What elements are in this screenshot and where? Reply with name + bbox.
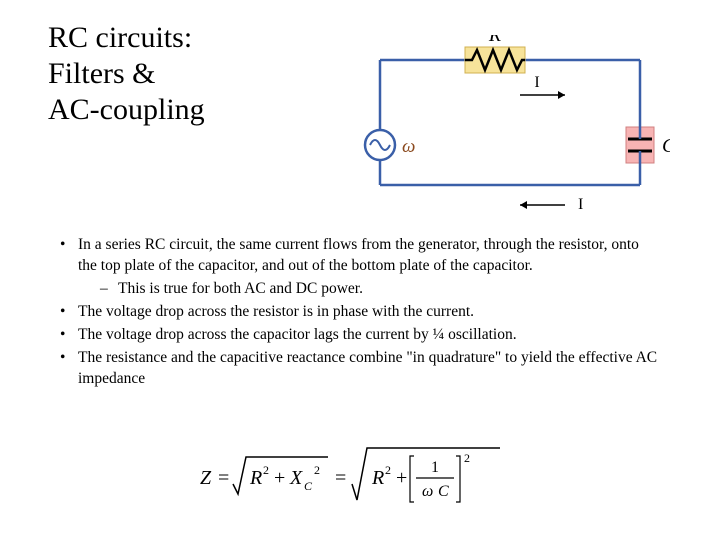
sub-bullet-item: This is true for both AC and DC power. <box>78 279 660 300</box>
bullet-item: The resistance and the capacitive reacta… <box>60 348 660 390</box>
bullet-text: The resistance and the capacitive reacta… <box>78 349 657 387</box>
right-bracket-icon <box>456 456 460 502</box>
eq-Cden: C <box>438 483 449 500</box>
eq-X: X <box>289 467 303 489</box>
eq-omega: ω <box>422 483 433 500</box>
sub-bullet-text: This is true for both AC and DC power. <box>118 280 363 297</box>
bullet-text: In a series RC circuit, the same current… <box>78 236 639 274</box>
capacitor-label: C <box>662 135 670 157</box>
eq-X-sub: C <box>304 479 313 493</box>
impedance-equation: Z = R 2 + X C 2 = R 2 + 1 ω C 2 <box>200 442 520 512</box>
circuit-wires <box>380 60 640 185</box>
current-label-top: I <box>534 74 539 91</box>
eq-one: 1 <box>431 459 439 476</box>
eq-X-sq: 2 <box>314 463 320 477</box>
bullet-text: The voltage drop across the resistor is … <box>78 303 474 320</box>
bullet-item: In a series RC circuit, the same current… <box>60 235 660 300</box>
eq-Z: Z <box>200 467 212 489</box>
current-arrow-top <box>520 91 565 99</box>
current-arrow-bottom <box>520 201 565 209</box>
ac-source-icon <box>365 130 395 160</box>
page-title: RC circuits: Filters & AC-coupling <box>48 20 205 128</box>
eq-R2-sq: 2 <box>385 463 391 477</box>
eq-R: R <box>249 467 262 489</box>
bullet-list: In a series RC circuit, the same current… <box>60 235 660 391</box>
bullet-item: The voltage drop across the resistor is … <box>60 302 660 323</box>
eq-plus2: + <box>396 467 407 489</box>
current-label-bottom: I <box>578 196 583 210</box>
rc-circuit-diagram: R C ω I I <box>360 35 670 210</box>
capacitor-icon <box>626 125 654 165</box>
title-line-2: Filters & <box>48 56 205 92</box>
resistor-icon <box>465 47 525 73</box>
eq-equals2: = <box>335 467 346 489</box>
title-line-1: RC circuits: <box>48 20 205 56</box>
eq-bracket-sq: 2 <box>464 451 470 465</box>
eq-equals: = <box>218 467 229 489</box>
eq-R2: R <box>371 467 384 489</box>
resistor-label: R <box>488 35 501 46</box>
title-line-3: AC-coupling <box>48 92 205 128</box>
omega-label: ω <box>402 136 415 157</box>
eq-plus: + <box>274 467 285 489</box>
bullet-text: The voltage drop across the capacitor la… <box>78 326 517 343</box>
bullet-item: The voltage drop across the capacitor la… <box>60 325 660 346</box>
eq-R-sq: 2 <box>263 463 269 477</box>
left-bracket-icon <box>410 456 414 502</box>
